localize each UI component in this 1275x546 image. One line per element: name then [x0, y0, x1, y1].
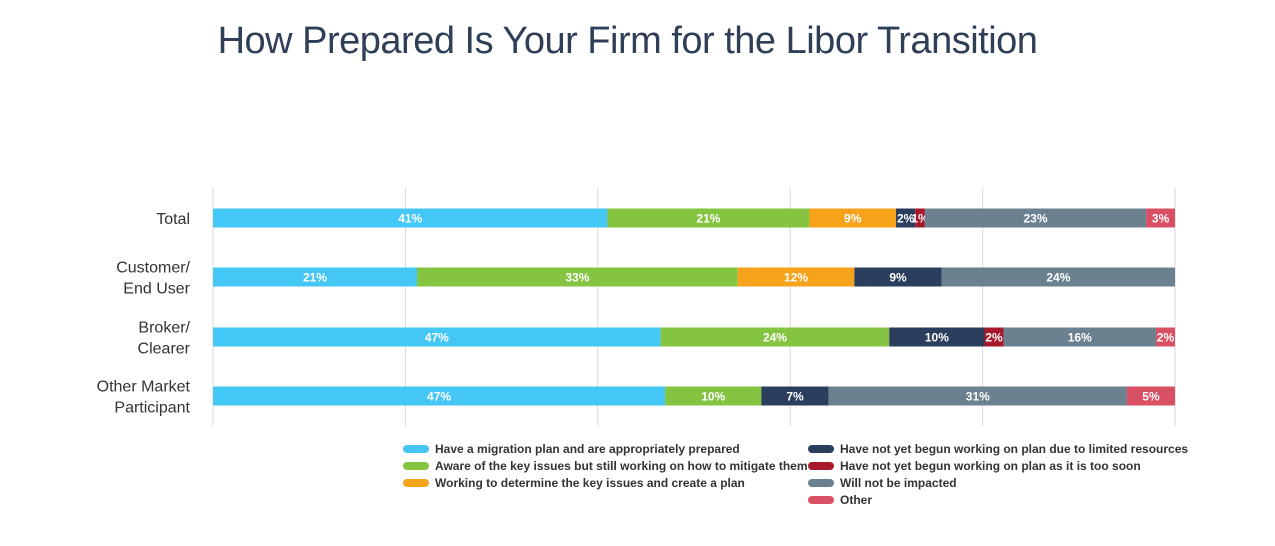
legend-swatch — [403, 445, 429, 453]
bars: 41% 21% 9% 2%1% 23% 3%21% 33% 12% 9% 24%47% 24% 10%… — [213, 208, 1175, 406]
data-label: 9% — [889, 271, 907, 285]
bar-segment — [941, 267, 1175, 287]
bar-segment — [213, 327, 661, 347]
category-label: Participant — [114, 400, 190, 417]
data-label: 31% — [966, 390, 990, 404]
data-label: 10% — [925, 331, 949, 345]
data-label: 33% — [565, 271, 589, 285]
category-label: Total — [156, 211, 190, 228]
bar-segment — [1146, 208, 1175, 228]
bar-segment — [660, 327, 890, 347]
data-label: 47% — [427, 390, 451, 404]
data-label: 21% — [303, 271, 327, 285]
bar-segment — [924, 208, 1147, 228]
data-label: 47% — [425, 331, 449, 345]
data-label: 9% — [844, 212, 862, 226]
category-label: Other Market — [97, 379, 191, 396]
data-label: 12% — [784, 271, 808, 285]
legend-swatch — [808, 496, 834, 504]
legend-entry: Have a migration plan and are appropriat… — [435, 442, 740, 456]
data-label: 2% — [897, 212, 915, 226]
legend-swatch — [808, 462, 834, 470]
legend-swatch — [403, 479, 429, 487]
bar-segment — [854, 267, 942, 287]
gridlines — [212, 188, 1176, 426]
data-label: 2% — [1157, 331, 1175, 345]
category-label: End User — [123, 281, 190, 298]
bar-segment — [213, 208, 608, 228]
bar-segment — [984, 327, 1004, 347]
data-label: 5% — [1142, 390, 1160, 404]
data-label: 24% — [1046, 271, 1070, 285]
data-label: 23% — [1023, 212, 1047, 226]
data-label: 1% — [911, 212, 929, 226]
bar-segment — [915, 208, 925, 228]
legend-entry: Aware of the key issues but still workin… — [435, 459, 808, 473]
bar-segment — [665, 386, 762, 406]
chart-title: How Prepared Is Your Firm for the Libor … — [217, 20, 1038, 62]
legend-swatch — [808, 479, 834, 487]
legend-entry: Will not be impacted — [840, 476, 957, 490]
legend-entry: Have not yet begun working on plan due t… — [840, 442, 1188, 456]
data-label: 24% — [763, 331, 787, 345]
bar-segment — [737, 267, 855, 287]
legend-entry: Other — [840, 493, 872, 507]
category-label: Clearer — [138, 341, 191, 358]
bar-segment — [828, 386, 1127, 406]
bar-segment — [809, 208, 897, 228]
bar-segment — [889, 327, 985, 347]
data-label: 2% — [985, 331, 1003, 345]
bar-segment — [1126, 386, 1175, 406]
data-label: 3% — [1152, 212, 1170, 226]
category-labels: Total Customer/End User Broker/Clearer Othe… — [97, 211, 191, 417]
category-label: Broker/ — [138, 320, 190, 337]
legend-swatch — [808, 445, 834, 453]
bar-segment — [417, 267, 738, 287]
legend-swatch — [403, 462, 429, 470]
data-label: 16% — [1068, 331, 1092, 345]
bar-segment — [607, 208, 810, 228]
legend: Have a migration plan and are appropriat… — [403, 442, 1188, 507]
bar-segment — [1155, 327, 1175, 347]
bar-segment — [213, 386, 666, 406]
bar-segment — [213, 267, 418, 287]
bar-segment — [1003, 327, 1156, 347]
bar-segment — [896, 208, 916, 228]
data-label: 41% — [398, 212, 422, 226]
category-label: Customer/ — [116, 260, 190, 277]
data-label: 7% — [786, 390, 804, 404]
data-label: 10% — [701, 390, 725, 404]
data-label: 21% — [696, 212, 720, 226]
legend-entry: Have not yet begun working on plan as it… — [840, 459, 1141, 473]
legend-entry: Working to determine the key issues and … — [435, 476, 745, 490]
bar-segment — [761, 386, 829, 406]
